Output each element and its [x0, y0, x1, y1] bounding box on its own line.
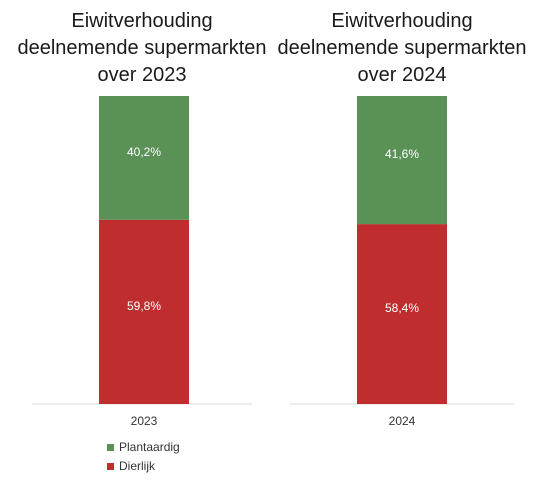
chart-title-line: over 2023	[98, 64, 187, 86]
x-tick-label: 2024	[389, 414, 416, 428]
chart-title-line: Eiwitverhouding	[331, 10, 472, 32]
bar-stack: 58,4% 41,6%	[357, 96, 447, 404]
bar-stack: 59,8% 40,2%	[99, 96, 189, 404]
chart-title-line: deelnemende supermarkten	[17, 37, 266, 59]
chart-title-line: Eiwitverhouding	[71, 10, 212, 32]
data-label: 59,8%	[127, 299, 161, 313]
x-tick-label: 2023	[131, 414, 158, 428]
bar-segment-dierlijk	[357, 224, 447, 404]
legend-swatch-plantaardig	[107, 444, 114, 451]
bar-segment-plantaardig	[99, 96, 189, 220]
legend-swatch-dierlijk	[107, 463, 114, 470]
legend-label: Plantaardig	[119, 440, 180, 454]
chart-title-line: over 2024	[358, 64, 447, 86]
chart-2023: Eiwitverhouding deelnemende supermarkten…	[17, 10, 266, 428]
data-label: 41,6%	[385, 147, 419, 161]
chart-title-line: deelnemende supermarkten	[277, 37, 526, 59]
legend: Plantaardig Dierlijk	[107, 440, 180, 473]
bar-segment-dierlijk	[99, 219, 189, 404]
bar-segment-plantaardig	[357, 96, 447, 225]
chart-2024: Eiwitverhouding deelnemende supermarkten…	[277, 10, 526, 428]
legend-label: Dierlijk	[119, 459, 156, 473]
data-label: 40,2%	[127, 145, 161, 159]
data-label: 58,4%	[385, 301, 419, 315]
